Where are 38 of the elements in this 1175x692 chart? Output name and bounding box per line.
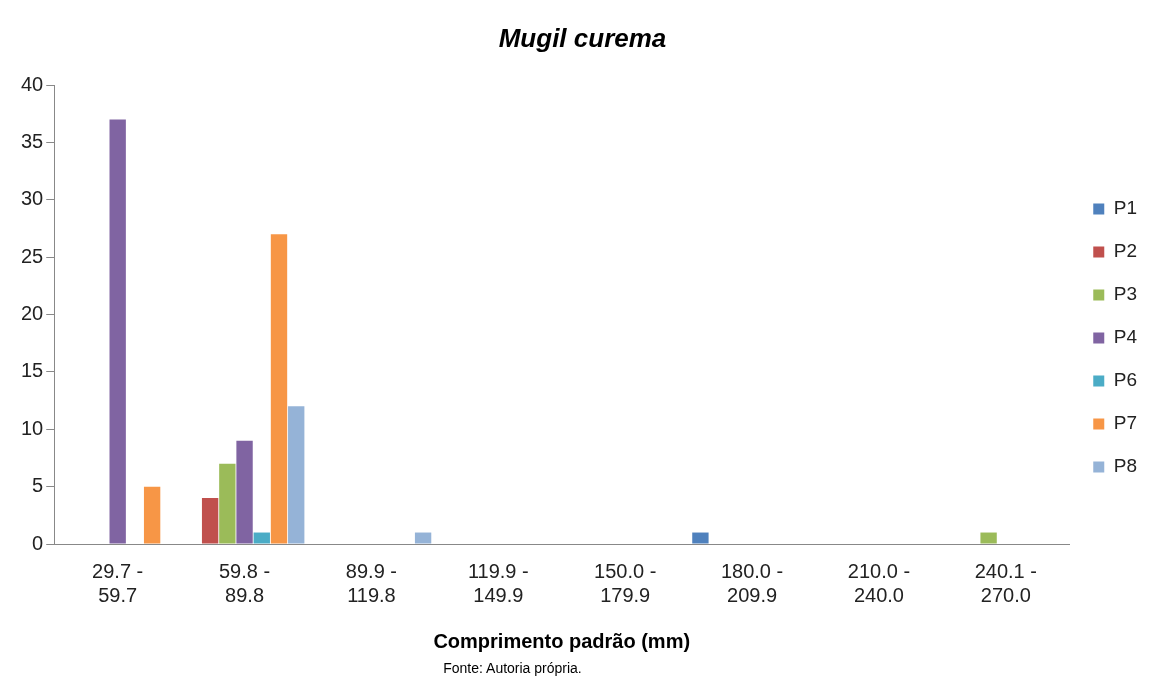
bar (143, 486, 161, 544)
legend-label: P3 (1113, 283, 1138, 305)
bar (253, 532, 270, 544)
y-tick-label: 40 (21, 72, 44, 95)
y-tick-label: 20 (21, 302, 44, 325)
x-tick-label: 119.9 - 149.9 (467, 559, 529, 606)
legend-label: P2 (1113, 240, 1138, 262)
y-tick-label: 15 (21, 359, 44, 382)
bar (109, 119, 126, 544)
bar (201, 498, 219, 544)
x-tick-label: 240.1 - 270.0 (974, 559, 1037, 606)
y-tick-label: 5 (32, 474, 44, 497)
y-tick-label: 35 (21, 130, 44, 153)
x-tick-label: 150.0 - 179.9 (594, 559, 657, 606)
bar (236, 440, 253, 544)
x-tick-label: 210.0 - 240.0 (847, 559, 911, 606)
source-note: Fonte: Autoria própria. (442, 660, 583, 676)
chart-title: Mugil curema (498, 22, 667, 53)
bar (288, 406, 305, 544)
x-tick-label: 89.9 - 119.8 (345, 559, 398, 606)
y-tick-label: 25 (21, 244, 44, 267)
legend-label: P4 (1113, 326, 1138, 348)
y-tick-label: 0 (32, 531, 44, 554)
bar (414, 532, 432, 544)
x-tick-label: 59.8 - 89.8 (218, 559, 271, 606)
x-tick-label: 29.7 - 59.7 (92, 559, 144, 606)
y-tick-label: 10 (21, 416, 44, 439)
legend-label: P7 (1113, 412, 1138, 434)
bar (219, 463, 236, 544)
x-axis-title: Comprimento padrão (mm) (433, 629, 691, 652)
bar (980, 532, 997, 544)
legend-label: P1 (1113, 197, 1138, 219)
bar (692, 532, 709, 544)
y-tick-label: 30 (21, 187, 44, 210)
legend-label: P8 (1113, 455, 1138, 477)
legend-label: P6 (1113, 369, 1138, 391)
x-tick-label: 180.0 - 209.9 (720, 559, 784, 606)
bar (270, 234, 288, 544)
